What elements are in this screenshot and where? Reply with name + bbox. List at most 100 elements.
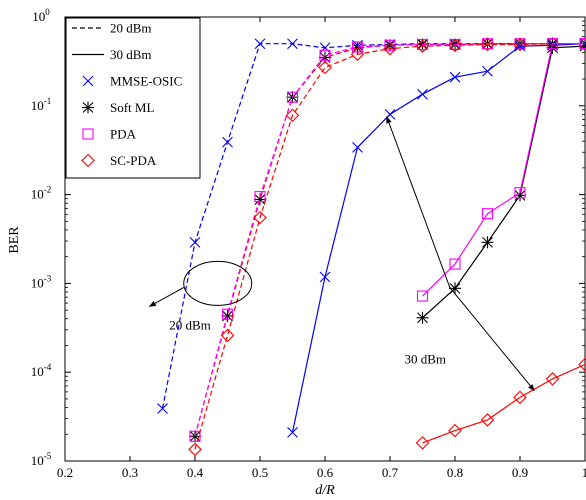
annotation-label-30dbm: 30 dBm [404,352,446,367]
data-point [287,426,298,438]
legend-label: PDA [110,127,137,142]
y-axis-label: BER [7,226,22,254]
series-line-sc-pda-30-dbm [422,363,586,444]
data-point [319,271,331,283]
data-point [189,430,201,443]
x-tick-label: 0.9 [512,465,528,480]
x-tick-label: 1 [582,465,586,480]
legend-label: MMSE-OSIC [110,74,182,89]
x-tick-label: 0.5 [252,465,268,480]
data-point [319,42,331,54]
legend-entry: Soft ML [82,100,154,115]
data-point [546,38,559,50]
data-point [417,88,428,100]
legend-swatch [82,75,94,87]
legend-entry: PDA [82,127,137,142]
legend-entry: 20 dBm [72,21,152,36]
data-point [384,39,396,51]
legend-swatch [82,101,94,114]
data-point [415,436,430,450]
data-point [579,38,586,50]
y-axis: 10-5 10-4 10-3 10-2 10-1 100 [31,7,585,468]
data-point [318,60,332,75]
data-point [157,403,168,414]
data-point [514,187,526,199]
data-point [350,47,365,62]
legend-entry: 30 dBm [72,47,152,62]
series-pda-30-dbm [416,38,586,302]
legend-label: 30 dBm [110,47,152,62]
data-point [383,41,397,56]
x-tick-label: 0.7 [382,465,399,480]
series-line-sc-pda-20-dbm [194,43,585,450]
legend: 20 dBm 30 dBm MMSE-OSIC Soft ML PDA SC-PDA [65,17,201,179]
data-point [449,71,461,83]
data-point [352,142,363,153]
data-point [480,37,495,52]
data-point [189,236,201,248]
data-point [480,413,495,427]
y-tick-label: 10-1 [31,96,52,113]
series-layer [157,36,586,457]
data-point [189,430,201,442]
data-point [514,40,526,52]
x-axis: 0.2 0.3 0.4 0.5 0.6 0.7 0.8 0.9 1 [57,17,586,480]
x-tick-label: 0.6 [317,465,334,480]
data-point [286,91,299,103]
legend-label: SC-PDA [110,153,157,168]
data-point [415,39,430,53]
y-tick-label: 10-4 [31,362,52,379]
legend-label: Soft ML [110,100,154,115]
annotation-label-bg [401,350,452,368]
y-tick-label: 10-5 [31,451,52,468]
annotation-layer: 20 dBm 30 dBm [148,116,535,392]
data-point [546,41,559,54]
data-point [220,328,235,343]
data-point [351,41,364,53]
data-point [416,311,429,324]
legend-box [65,17,201,179]
legend-entry: MMSE-OSIC [82,74,182,89]
data-point [188,442,202,457]
x-tick-label: 0.3 [122,465,138,480]
data-point [448,423,462,438]
x-tick-label: 0.2 [57,465,73,480]
legend-label: 20 dBm [110,21,152,36]
data-point [222,136,233,148]
y-tick-label: 10-3 [31,273,52,290]
data-point [449,258,461,270]
data-point [578,357,586,372]
legend-entries: 20 dBm 30 dBm MMSE-OSIC Soft ML PDA SC-PDA [72,21,182,168]
data-point [416,290,429,302]
data-point [545,372,560,386]
data-point [254,191,266,203]
data-point [579,40,586,53]
data-point [482,65,493,77]
data-point [513,390,527,405]
legend-swatch [81,153,95,168]
annotation-arrow-30dbm-2 [449,287,535,392]
annotation-arrow-30dbm-1 [386,116,451,288]
series-line-mmse-osic-30-dbm [291,43,586,433]
annotation-ellipse-20dbm [183,260,253,306]
x-axis-label: d/R [315,483,335,498]
data-point [481,208,494,220]
annotation-label-20dbm: 20 dBm [169,317,211,332]
y-tick-label: 100 [32,7,50,24]
data-point [481,236,494,249]
data-point [448,38,462,53]
data-point [285,108,300,123]
legend-entry: SC-PDA [81,153,157,168]
y-tick-label: 10-2 [31,185,52,202]
annotation-arrow-20dbm [148,286,184,307]
data-point [254,38,266,50]
series-sc-pda-30-dbm [415,357,586,450]
x-tick-label: 0.4 [187,465,204,480]
legend-swatch [82,128,94,140]
series-line-pda-20-dbm [194,43,585,437]
data-point [319,49,331,61]
x-tick-label: 0.8 [447,465,463,480]
data-point [221,308,234,320]
data-point [287,38,298,50]
